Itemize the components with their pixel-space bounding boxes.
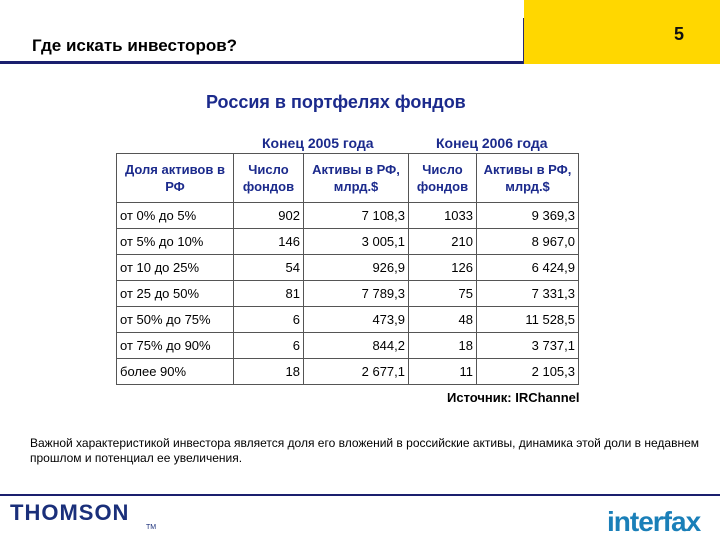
cell-category: более 90%: [116, 358, 234, 385]
slide-header: Где искать инвесторов? 5: [0, 0, 720, 66]
cell-funds-2005: 18: [233, 358, 304, 385]
cell-funds-2005: 6: [233, 332, 304, 359]
cell-assets-2006: 3 737,1: [476, 332, 579, 359]
group-header-2005: Конец 2005 года: [262, 135, 374, 151]
header-divider: [523, 18, 524, 64]
cell-funds-2006: 126: [408, 254, 477, 281]
cell-funds-2006: 11: [408, 358, 477, 385]
source-caption: Источник: IRChannel: [447, 390, 580, 405]
cell-assets-2006: 8 967,0: [476, 228, 579, 255]
slide-title: Россия в портфелях фондов: [206, 92, 466, 112]
funds-table: Доля активов в РФ Число фондов Активы в …: [116, 153, 579, 385]
table-header-row: Доля активов в РФ Число фондов Активы в …: [116, 153, 579, 203]
cell-assets-2005: 2 677,1: [303, 358, 409, 385]
cell-funds-2006: 75: [408, 280, 477, 307]
table-row: от 25 до 50% 81 7 789,3 75 7 331,3: [116, 280, 579, 307]
thomson-logo: THOMSON: [10, 500, 130, 525]
footer-rule: [0, 494, 720, 496]
cell-assets-2006: 7 331,3: [476, 280, 579, 307]
cell-assets-2005: 926,9: [303, 254, 409, 281]
cell-funds-2005: 146: [233, 228, 304, 255]
cell-funds-2005: 54: [233, 254, 304, 281]
cell-category: от 50% до 75%: [116, 306, 234, 333]
trademark-mark: TM: [146, 524, 157, 531]
cell-category: от 25 до 50%: [116, 280, 234, 307]
table-row: от 5% до 10% 146 3 005,1 210 8 967,0: [116, 228, 579, 255]
table-row: от 75% до 90% 6 844,2 18 3 737,1: [116, 332, 579, 359]
cell-funds-2006: 210: [408, 228, 477, 255]
cell-funds-2005: 902: [233, 202, 304, 229]
col-header-assets-2006: Активы в РФ, млрд.$: [476, 153, 579, 203]
table-row: более 90% 18 2 677,1 11 2 105,3: [116, 358, 579, 385]
cell-assets-2005: 844,2: [303, 332, 409, 359]
table-row: от 0% до 5% 902 7 108,3 1033 9 369,3: [116, 202, 579, 229]
header-accent-box: 5: [524, 0, 720, 64]
cell-assets-2006: 6 424,9: [476, 254, 579, 281]
cell-funds-2006: 18: [408, 332, 477, 359]
cell-category: от 75% до 90%: [116, 332, 234, 359]
cell-funds-2005: 6: [233, 306, 304, 333]
cell-category: от 10 до 25%: [116, 254, 234, 281]
header-rule: [0, 61, 523, 64]
cell-funds-2006: 1033: [408, 202, 477, 229]
page-number: 5: [673, 24, 684, 44]
cell-category: от 5% до 10%: [116, 228, 234, 255]
col-header-share: Доля активов в РФ: [116, 153, 234, 203]
cell-assets-2005: 3 005,1: [303, 228, 409, 255]
cell-assets-2006: 2 105,3: [476, 358, 579, 385]
table-row: от 10 до 25% 54 926,9 126 6 424,9: [116, 254, 579, 281]
cell-assets-2005: 7 108,3: [303, 202, 409, 229]
interfax-logo: interfax: [607, 506, 701, 537]
header-title: Где искать инвесторов?: [32, 36, 238, 55]
cell-assets-2005: 7 789,3: [303, 280, 409, 307]
group-header-2006: Конец 2006 года: [436, 135, 548, 151]
cell-funds-2006: 48: [408, 306, 477, 333]
col-header-assets-2005: Активы в РФ, млрд.$: [303, 153, 409, 203]
col-header-funds-2006: Число фондов: [408, 153, 477, 203]
cell-assets-2006: 11 528,5: [476, 306, 579, 333]
col-header-funds-2005: Число фондов: [233, 153, 304, 203]
cell-assets-2005: 473,9: [303, 306, 409, 333]
table-row: от 50% до 75% 6 473,9 48 11 528,5: [116, 306, 579, 333]
cell-category: от 0% до 5%: [116, 202, 234, 229]
cell-funds-2005: 81: [233, 280, 304, 307]
body-note: Важной характеристикой инвестора являетс…: [30, 436, 699, 465]
cell-assets-2006: 9 369,3: [476, 202, 579, 229]
